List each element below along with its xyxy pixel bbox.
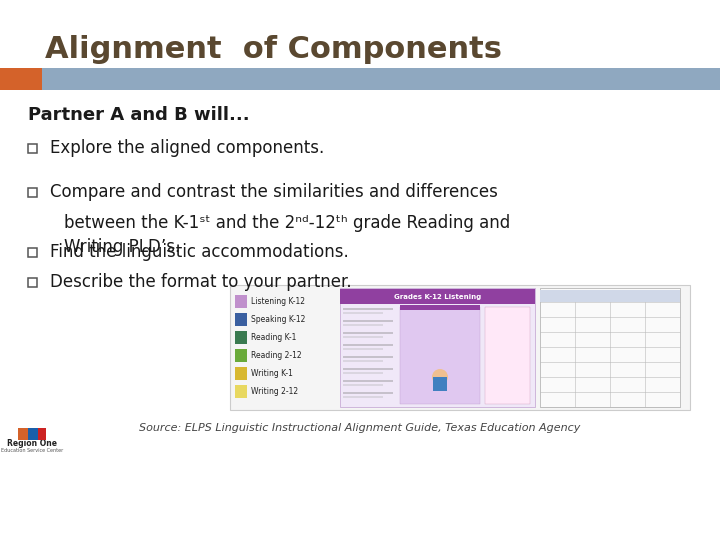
- Bar: [343, 344, 393, 346]
- Bar: [343, 396, 383, 398]
- Bar: [433, 377, 447, 391]
- Bar: [28, 144, 37, 152]
- Text: Grades K-12 Listening: Grades K-12 Listening: [394, 294, 481, 300]
- Bar: [235, 385, 247, 398]
- Bar: [28, 428, 38, 440]
- Text: Listening K-12: Listening K-12: [251, 297, 305, 306]
- Text: Reading 2-12: Reading 2-12: [251, 351, 302, 360]
- Text: Describe the format to your partner.: Describe the format to your partner.: [50, 273, 351, 291]
- Bar: [343, 324, 383, 326]
- Bar: [343, 392, 393, 394]
- Bar: [540, 290, 680, 302]
- Bar: [343, 336, 383, 338]
- Bar: [235, 349, 247, 362]
- Bar: [343, 356, 393, 358]
- Text: Region One: Region One: [7, 440, 57, 449]
- Text: Speaking K-12: Speaking K-12: [251, 315, 305, 324]
- Bar: [400, 305, 480, 310]
- Bar: [400, 307, 480, 404]
- Text: Find the linguistic accommodations.: Find the linguistic accommodations.: [50, 243, 348, 261]
- Circle shape: [432, 369, 448, 385]
- Bar: [343, 360, 383, 362]
- Bar: [28, 278, 37, 287]
- Bar: [343, 308, 393, 310]
- Bar: [235, 367, 247, 380]
- Bar: [540, 288, 680, 407]
- Bar: [235, 331, 247, 344]
- Bar: [18, 428, 28, 440]
- Bar: [343, 384, 383, 386]
- Bar: [343, 332, 393, 334]
- Bar: [340, 288, 535, 407]
- Bar: [343, 372, 383, 374]
- Bar: [235, 313, 247, 326]
- Bar: [235, 295, 247, 308]
- Bar: [230, 285, 690, 410]
- Text: Education Service Center: Education Service Center: [1, 449, 63, 454]
- Bar: [28, 247, 37, 256]
- Bar: [343, 312, 383, 314]
- Text: Source: ELPS Linguistic Instructional Alignment Guide, Texas Education Agency: Source: ELPS Linguistic Instructional Al…: [139, 423, 581, 433]
- Bar: [485, 307, 530, 404]
- Bar: [340, 289, 535, 304]
- Text: Explore the aligned components.: Explore the aligned components.: [50, 139, 324, 157]
- Bar: [40, 68, 720, 90]
- Bar: [343, 368, 393, 370]
- Text: Reading K-1: Reading K-1: [251, 333, 297, 342]
- Bar: [343, 320, 393, 322]
- Bar: [343, 380, 393, 382]
- Text: between the K-1ˢᵗ and the 2ⁿᵈ-12ᵗʰ grade Reading and
Writing PLD’s.: between the K-1ˢᵗ and the 2ⁿᵈ-12ᵗʰ grade…: [64, 214, 510, 256]
- Text: Partner A and B will...: Partner A and B will...: [28, 106, 250, 124]
- Bar: [343, 348, 383, 350]
- Text: Writing K-1: Writing K-1: [251, 369, 293, 378]
- Bar: [28, 187, 37, 197]
- Bar: [38, 428, 46, 440]
- Bar: [0, 68, 42, 90]
- Text: Alignment  of Components: Alignment of Components: [45, 36, 502, 64]
- Text: Compare and contrast the similarities and differences: Compare and contrast the similarities an…: [50, 183, 498, 201]
- Text: Writing 2-12: Writing 2-12: [251, 387, 298, 396]
